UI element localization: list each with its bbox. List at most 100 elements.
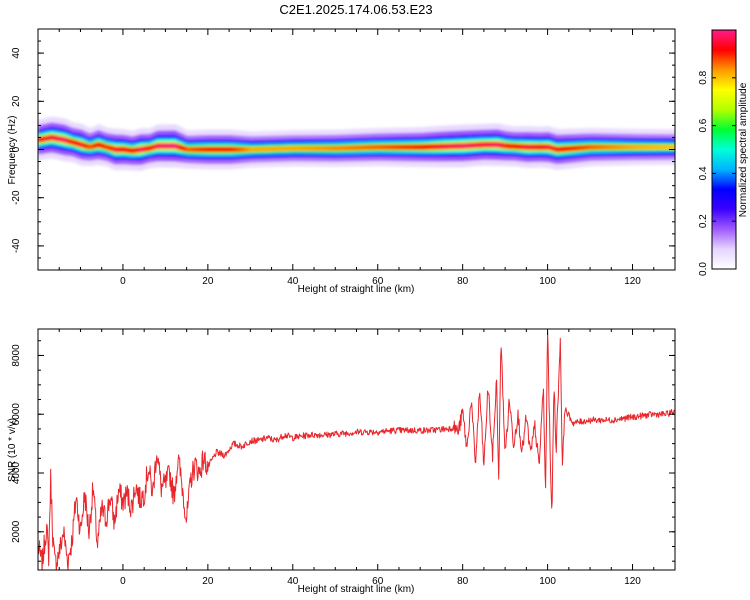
heat-cell: [302, 145, 305, 151]
heat-cell: [544, 144, 547, 150]
heat-cell: [552, 145, 555, 152]
heat-cell: [444, 143, 447, 150]
heat-cell: [526, 144, 529, 150]
heat-cell: [560, 146, 563, 152]
heat-cell: [50, 134, 53, 141]
heat-cell: [72, 139, 75, 145]
heat-cell: [402, 144, 405, 150]
heat-cell: [586, 144, 589, 150]
heat-cell: [492, 141, 495, 148]
heat-cell: [78, 141, 81, 147]
heat-cell: [488, 141, 491, 148]
heat-cell: [136, 147, 139, 153]
heat-cell: [400, 144, 403, 150]
heat-cell: [374, 144, 377, 150]
heat-cell: [624, 144, 627, 150]
heat-cell: [126, 147, 129, 153]
heat-cell: [572, 145, 575, 152]
heat-cell: [378, 144, 381, 150]
heat-cell: [494, 141, 497, 148]
heat-cell: [44, 135, 47, 142]
heat-cell: [388, 144, 391, 150]
heat-cell: [466, 142, 469, 149]
x-tick-label: 40: [287, 276, 299, 287]
heat-cell: [580, 145, 583, 151]
heat-cell: [260, 146, 263, 152]
heat-cell: [272, 146, 275, 152]
heat-cell: [502, 142, 505, 149]
heat-cell: [148, 145, 151, 152]
heat-cell: [554, 146, 557, 152]
heat-cell: [196, 146, 199, 153]
heat-cell: [170, 143, 173, 149]
heat-cell: [390, 144, 393, 150]
heat-cell: [570, 145, 573, 152]
heat-cell: [70, 139, 73, 145]
heat-cell: [650, 144, 653, 150]
heat-cell: [312, 145, 315, 151]
heat-cell: [142, 146, 145, 152]
heat-cell: [454, 143, 457, 149]
heat-cell: [340, 145, 343, 151]
heat-cell: [452, 143, 455, 149]
spectrogram-x-axis-label: Height of straight line (km): [298, 284, 415, 295]
heat-cell: [352, 145, 355, 151]
colorbar-label: Normalized spectral amplitude: [738, 82, 749, 217]
heat-cell: [210, 146, 213, 153]
heat-cell: [82, 142, 85, 148]
heat-cell: [482, 142, 485, 148]
x-tick-label: 40: [287, 576, 299, 587]
colorbar-tick-label: 0.2: [698, 214, 709, 228]
heat-cell: [208, 146, 211, 153]
heat-cell: [112, 146, 115, 152]
spectrogram-y-ticks: -40 -20 0 20 40: [11, 28, 675, 271]
heat-cell: [606, 144, 609, 150]
heat-cell: [320, 145, 323, 151]
y-tick-label: 20: [11, 95, 22, 107]
heat-cell: [582, 145, 585, 151]
heat-cell: [234, 146, 237, 153]
heat-cell: [338, 145, 341, 151]
heat-cell: [630, 144, 633, 150]
heat-cell: [558, 146, 561, 153]
heat-cell: [620, 144, 623, 150]
spectrogram-panel: 0 20 40 60 80 100 120 -40 -20 0 20 40 Height of st…: [7, 28, 676, 295]
heat-cell: [668, 144, 671, 150]
heat-cell: [556, 146, 559, 153]
heat-cell: [94, 143, 97, 149]
heat-cell: [360, 145, 363, 151]
heat-cell: [480, 142, 483, 148]
heat-cell: [538, 144, 541, 150]
heat-cell: [224, 146, 227, 153]
heat-cell: [212, 146, 215, 153]
heat-cell: [46, 135, 49, 142]
heat-cell: [154, 143, 157, 150]
heat-cell: [326, 145, 329, 151]
heat-cell: [198, 146, 201, 153]
heat-cell: [612, 144, 615, 150]
heat-cell: [174, 143, 177, 149]
x-tick-label: 20: [202, 576, 214, 587]
y-tick-label: 8000: [11, 344, 22, 367]
heat-cell: [370, 144, 373, 150]
heat-cell: [664, 144, 667, 150]
heat-cell: [122, 146, 125, 153]
heat-cell: [120, 146, 123, 153]
heat-cell: [188, 146, 191, 153]
heat-cell: [68, 138, 71, 144]
heat-cell: [108, 145, 111, 151]
x-tick-label: 100: [539, 576, 556, 587]
heat-cell: [216, 146, 219, 153]
heat-cell: [266, 146, 269, 152]
heat-cell: [310, 145, 313, 151]
heat-cell: [178, 144, 181, 150]
heat-cell: [532, 144, 535, 150]
heat-cell: [546, 144, 549, 150]
heat-cell: [286, 146, 289, 151]
heat-cell: [516, 143, 519, 150]
heat-cell: [84, 143, 87, 149]
snr-x-ticks: 0 20 40 60 80 100 120: [58, 329, 676, 587]
heat-cell: [40, 136, 43, 143]
heat-cell: [548, 144, 551, 150]
heat-cell: [528, 144, 531, 150]
